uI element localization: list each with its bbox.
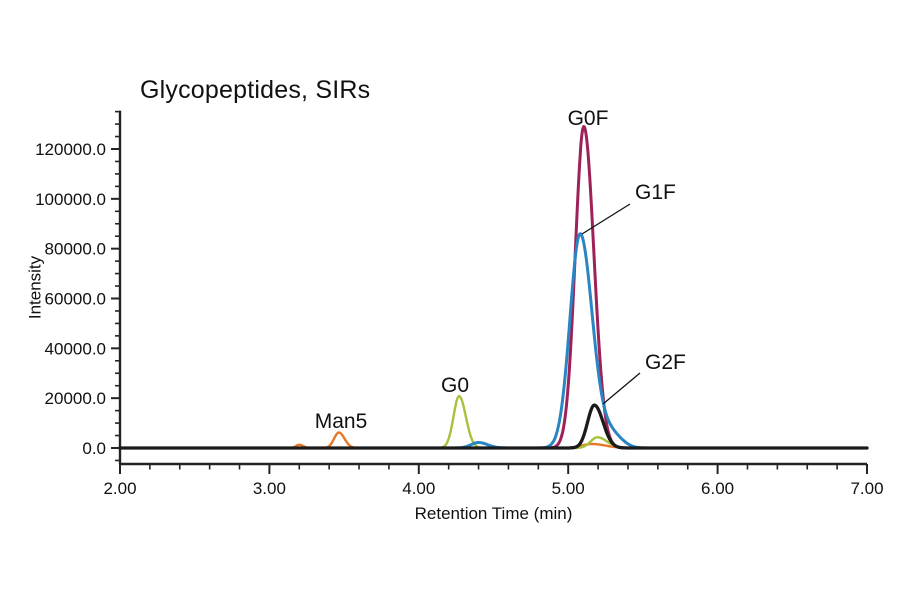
x-tick-label: 5.00 <box>552 479 585 498</box>
traces <box>118 125 869 450</box>
y-tick-label: 80000.0 <box>45 240 106 259</box>
x-tick-label: 7.00 <box>850 479 883 498</box>
y-axis-title: Intensity <box>25 255 45 320</box>
peak-label-G0F: G0F <box>568 107 609 130</box>
peak-annotations: Man5 G0 G0F G1F G2F <box>315 107 686 433</box>
x-axis-title: Retention Time (min) <box>414 504 573 523</box>
trace-G0 <box>118 395 869 450</box>
x-tick-label: 2.00 <box>103 479 136 498</box>
y-tick-label: 0.0 <box>82 439 106 458</box>
callout-line-G2F <box>602 372 641 405</box>
chart-title: Glycopeptides, SIRs <box>140 76 371 104</box>
y-tick-label: 60000.0 <box>45 290 106 309</box>
peak-label-G2F: G2F <box>645 351 686 374</box>
trace-G1F <box>118 232 869 450</box>
x-tick-label: 6.00 <box>701 479 734 498</box>
peak-label-G1F: G1F <box>635 181 676 204</box>
trace-G2F <box>118 403 869 450</box>
peak-label-G0: G0 <box>441 374 469 397</box>
y-tick-label: 20000.0 <box>45 389 106 408</box>
x-tick-label: 3.00 <box>253 479 286 498</box>
y-tick-label: 40000.0 <box>45 339 106 358</box>
axes: 0.0 20000.0 40000.0 60000.0 80000.0 100000.0 1… <box>35 110 884 498</box>
x-tick-label: 4.00 <box>402 479 435 498</box>
trace-G0F <box>118 125 869 450</box>
peak-label-Man5: Man5 <box>315 410 368 433</box>
y-tick-label: 100000.0 <box>35 190 106 209</box>
callout-line-G1F <box>581 203 631 235</box>
y-tick-label: 120000.0 <box>35 140 106 159</box>
